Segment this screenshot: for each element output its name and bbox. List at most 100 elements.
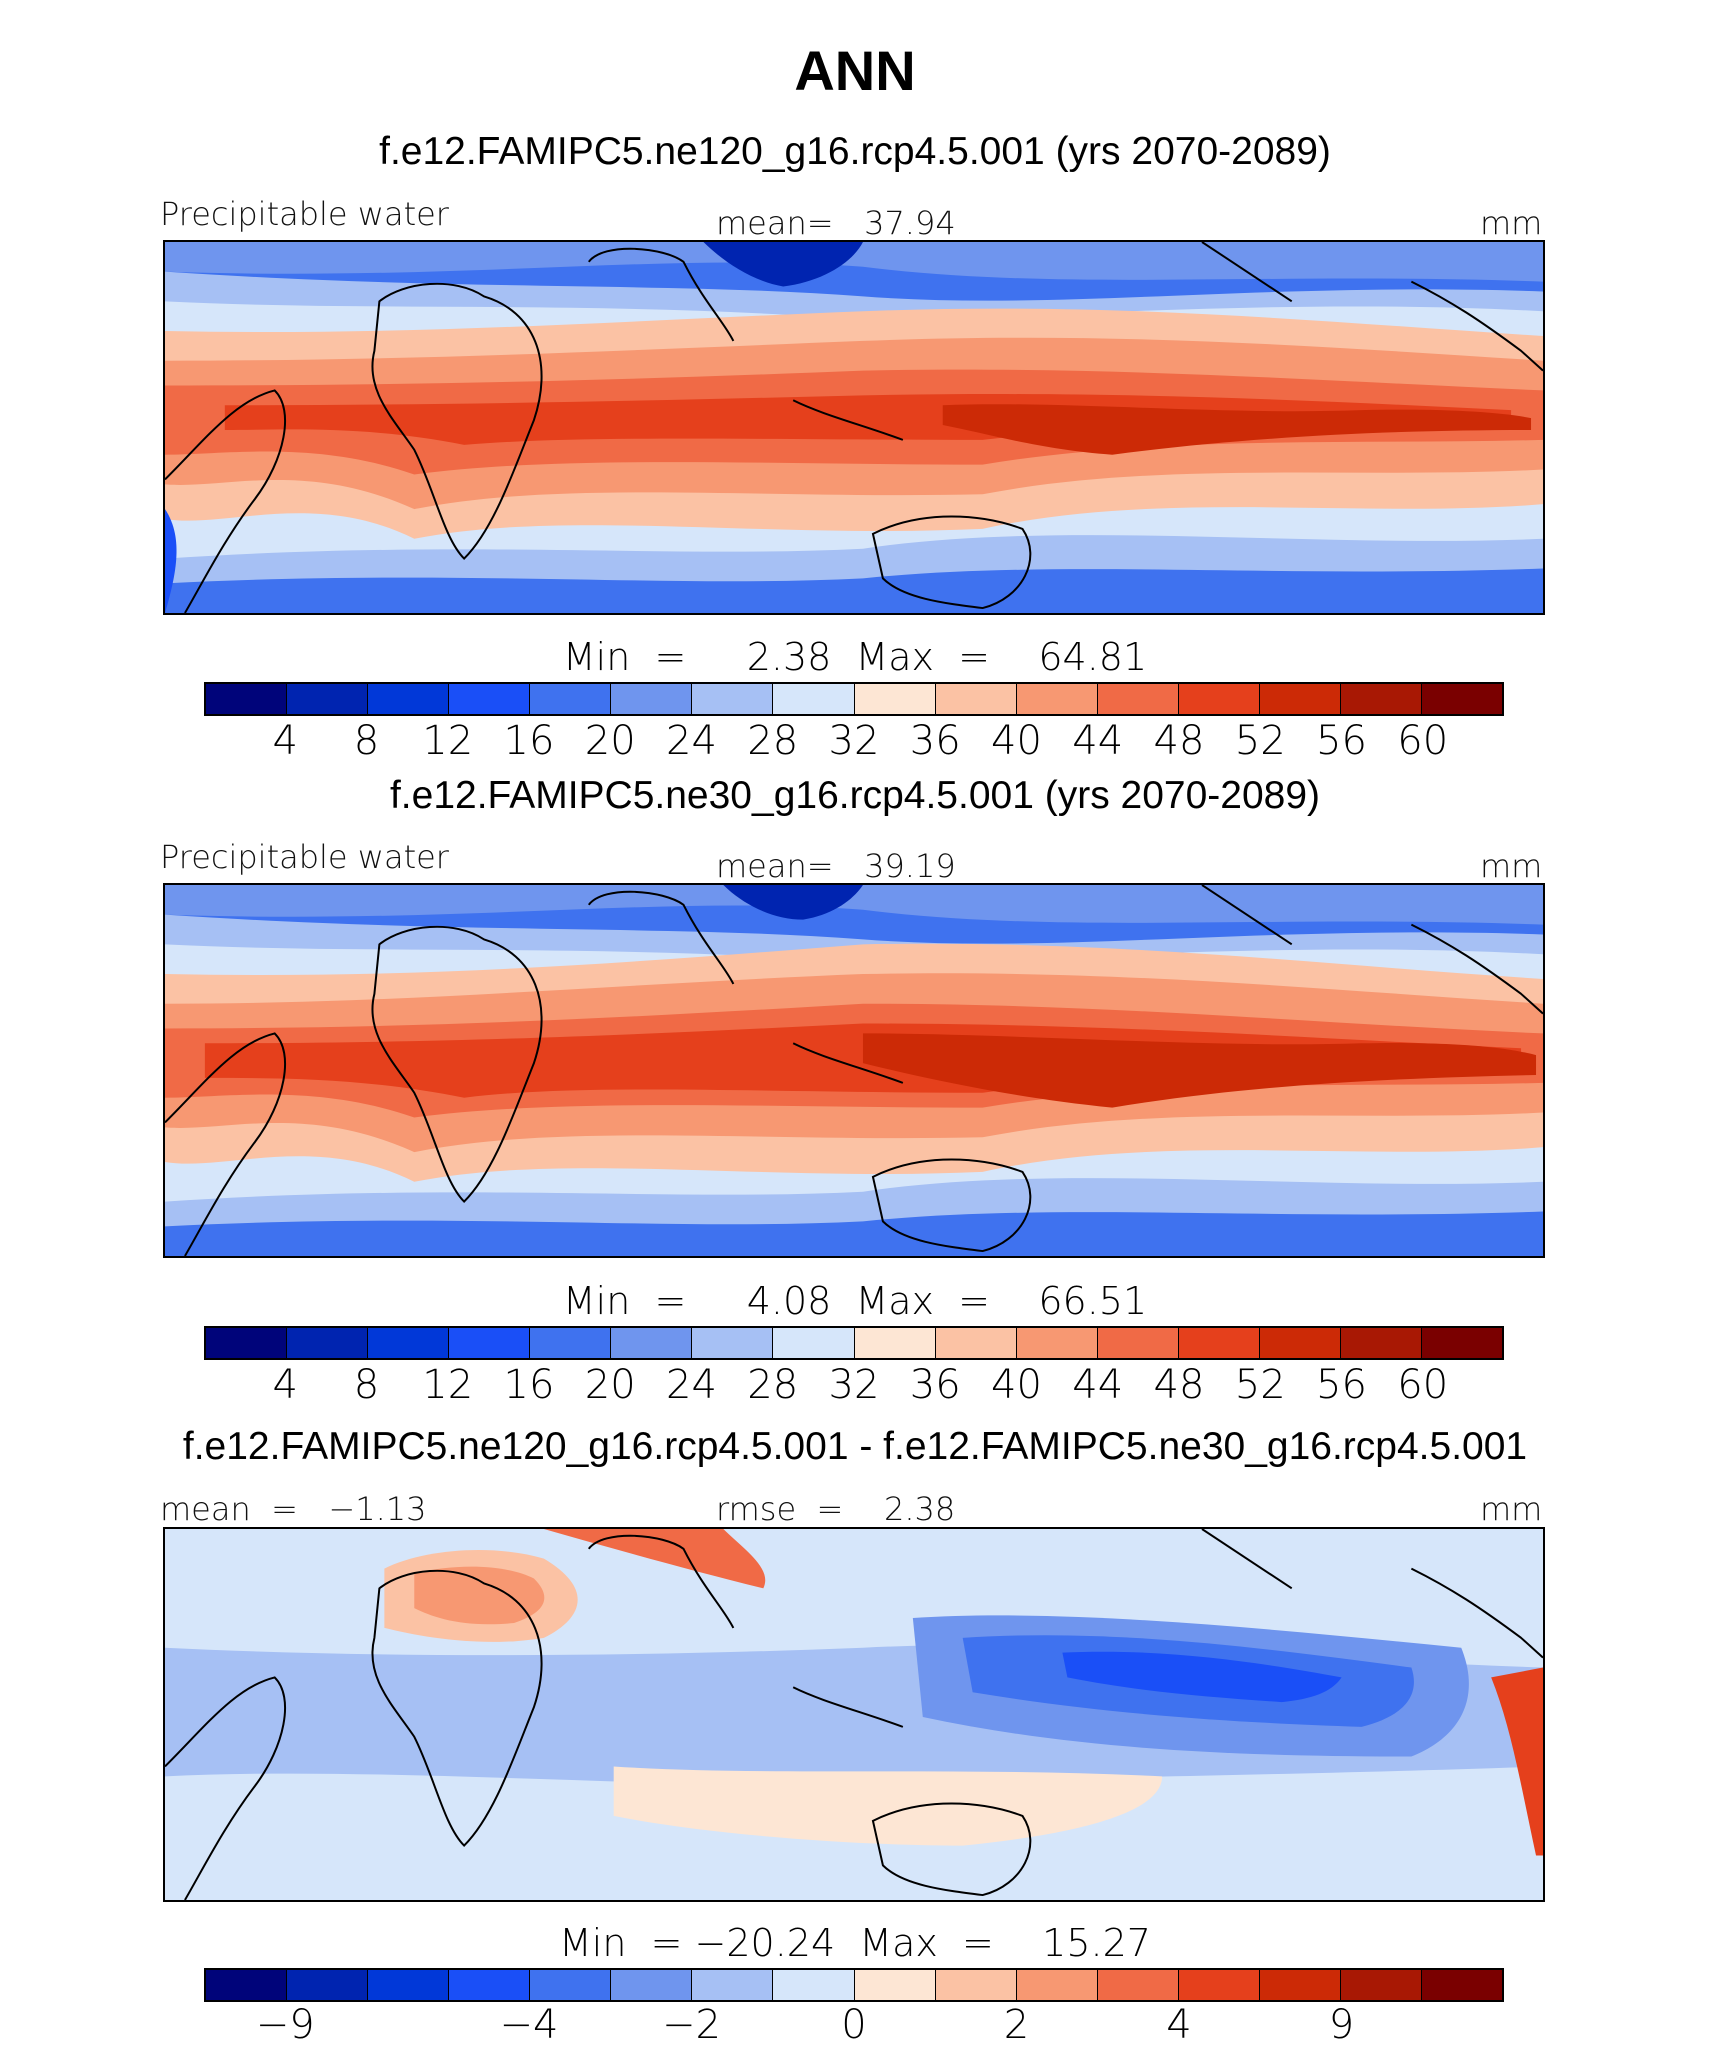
colorbar-segment	[773, 1328, 855, 1358]
colorbar-tick-label: 36	[909, 1362, 961, 1408]
colorbar-tick-label: 24	[666, 1362, 717, 1408]
colorbar-segment	[773, 684, 855, 714]
colorbar-segment	[611, 684, 693, 714]
colorbar-segment	[449, 1970, 531, 2000]
colorbar-segment	[935, 1328, 1017, 1358]
colorbar-tick-label: 20	[584, 1362, 636, 1408]
colorbar-tick-label: 60	[1397, 718, 1449, 764]
colorbar-tick-label: 32	[828, 1362, 880, 1408]
colorbar-tick-label: 2	[1003, 2002, 1030, 2048]
colorbar-segment	[206, 684, 288, 714]
colorbar-segment	[1097, 684, 1179, 714]
colorbar-tick-label: −2	[662, 2002, 721, 2048]
colorbar-tick-label: −9	[255, 2002, 315, 2048]
colorbar-tick-label: 20	[584, 718, 636, 764]
colorbar-tick-label: 56	[1316, 1362, 1367, 1408]
colorbar-tick-label: 0	[841, 2002, 867, 2048]
colorbar-segment	[530, 684, 612, 714]
colorbar-tick-label: 52	[1234, 1362, 1286, 1408]
colorbar-tick-label: 28	[747, 718, 799, 764]
colorbar-tick-label: 4	[272, 1362, 298, 1408]
colorbar-segment	[1421, 684, 1502, 714]
colorbar-segment	[1016, 684, 1098, 714]
colorbar-segment	[935, 1970, 1017, 2000]
panel-1-variable-label: Precipitable water	[160, 195, 449, 233]
panel-3-minmax: Min = −20.24 Max = 15.27	[559, 1921, 1151, 1965]
colorbar-tick-label: 8	[353, 1362, 380, 1408]
panel-2-colorbar	[204, 1326, 1504, 1360]
panel-2-mean-label: mean= 39.19	[716, 847, 956, 885]
panel-3-units-label: mm	[1480, 1490, 1543, 1528]
colorbar-tick-label: 12	[422, 718, 474, 764]
panel-3-colorbar	[204, 1968, 1504, 2002]
panel-2-title: f.e12.FAMIPC5.ne30_g16.rcp4.5.001 (yrs 2…	[389, 774, 1321, 817]
colorbar-segment	[692, 1328, 774, 1358]
colorbar-segment	[1016, 1328, 1098, 1358]
colorbar-segment	[1340, 1970, 1422, 2000]
panel-1-tick-labels: 4 8 12 16 20 24 28 32 36 40 44 48 52 56 60	[204, 718, 1504, 768]
colorbar-segment	[1016, 1970, 1098, 2000]
panel-2-units-label: mm	[1480, 847, 1543, 885]
colorbar-tick-label: 44	[1072, 718, 1124, 764]
colorbar-tick-label: 60	[1397, 1362, 1449, 1408]
colorbar-segment	[1421, 1970, 1502, 2000]
colorbar-segment	[692, 1970, 774, 2000]
panel-3-tick-labels: −9 −4 −2 0 2 4 9	[204, 2002, 1504, 2052]
panel-1-map	[163, 240, 1545, 615]
colorbar-tick-label: 48	[1153, 1362, 1205, 1408]
colorbar-tick-label: 16	[503, 1362, 555, 1408]
colorbar-segment	[368, 684, 450, 714]
colorbar-segment	[368, 1328, 450, 1358]
colorbar-segment	[530, 1328, 612, 1358]
colorbar-segment	[1097, 1970, 1179, 2000]
colorbar-segment	[287, 684, 369, 714]
colorbar-segment	[1178, 684, 1260, 714]
colorbar-segment	[854, 684, 936, 714]
colorbar-tick-label: 24	[666, 718, 717, 764]
colorbar-tick-label: −4	[499, 2002, 559, 2048]
colorbar-segment	[1421, 1328, 1502, 1358]
colorbar-tick-label: 12	[422, 1362, 474, 1408]
panel-2-map	[163, 883, 1545, 1258]
colorbar-segment	[287, 1328, 369, 1358]
colorbar-segment	[1340, 1328, 1422, 1358]
colorbar-segment	[368, 1970, 450, 2000]
panel-3-title: f.e12.FAMIPC5.ne120_g16.rcp4.5.001 - f.e…	[182, 1425, 1528, 1468]
colorbar-segment	[1259, 1328, 1341, 1358]
colorbar-segment	[1178, 1328, 1260, 1358]
panel-1-colorbar	[204, 682, 1504, 716]
colorbar-tick-label: 8	[353, 718, 380, 764]
panel-3-mean-label: mean = −1.13	[160, 1490, 427, 1528]
colorbar-tick-label: 32	[828, 718, 880, 764]
colorbar-tick-label: 52	[1234, 718, 1286, 764]
colorbar-tick-label: 4	[1166, 2002, 1192, 2048]
panel-3-map	[163, 1527, 1545, 1902]
colorbar-segment	[1097, 1328, 1179, 1358]
colorbar-tick-label: 48	[1153, 718, 1205, 764]
panel-2-minmax: Min = 4.08 Max = 66.51	[562, 1279, 1148, 1323]
colorbar-segment	[206, 1328, 288, 1358]
colorbar-segment	[935, 684, 1017, 714]
colorbar-segment	[449, 684, 531, 714]
colorbar-segment	[530, 1970, 612, 2000]
colorbar-segment	[1178, 1970, 1260, 2000]
colorbar-segment	[449, 1328, 531, 1358]
colorbar-segment	[287, 1970, 369, 2000]
colorbar-segment	[854, 1328, 936, 1358]
panel-2-variable-label: Precipitable water	[160, 838, 449, 876]
colorbar-segment	[1259, 684, 1341, 714]
panel-2-tick-labels: 4 8 12 16 20 24 28 32 36 40 44 48 52 56 60	[204, 1362, 1504, 1412]
colorbar-segment	[611, 1970, 693, 2000]
colorbar-segment	[854, 1970, 936, 2000]
colorbar-segment	[1259, 1970, 1341, 2000]
panel-1-title: f.e12.FAMIPC5.ne120_g16.rcp4.5.001 (yrs …	[379, 130, 1331, 173]
colorbar-tick-label: 9	[1328, 2002, 1355, 2048]
colorbar-segment	[773, 1970, 855, 2000]
colorbar-tick-label: 40	[991, 1362, 1042, 1408]
colorbar-tick-label: 44	[1072, 1362, 1124, 1408]
panel-3-rmse-label: rmse = 2.38	[716, 1490, 956, 1528]
colorbar-tick-label: 36	[909, 718, 961, 764]
colorbar-segment	[206, 1970, 288, 2000]
colorbar-segment	[1340, 684, 1422, 714]
colorbar-tick-label: 56	[1316, 718, 1367, 764]
